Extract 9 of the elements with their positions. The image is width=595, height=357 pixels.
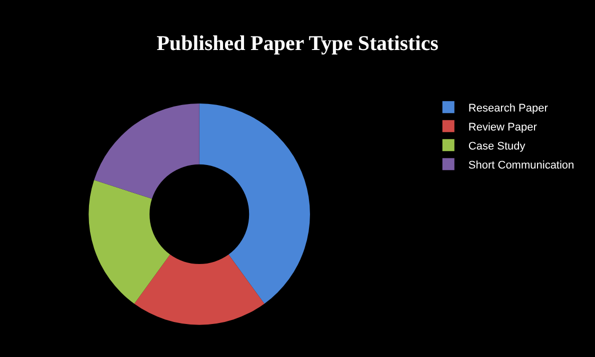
chart-title: Published Paper Type Statistics <box>156 31 438 56</box>
donut-slice <box>94 104 200 199</box>
legend-label: Research Paper <box>468 102 548 114</box>
donut-slice <box>88 180 170 304</box>
donut-slice <box>134 254 264 325</box>
legend-label: Review Paper <box>468 121 538 134</box>
legend-label: Case Study <box>468 140 526 152</box>
legend-label: Short Communication <box>468 159 574 172</box>
donut-slice <box>199 104 310 304</box>
